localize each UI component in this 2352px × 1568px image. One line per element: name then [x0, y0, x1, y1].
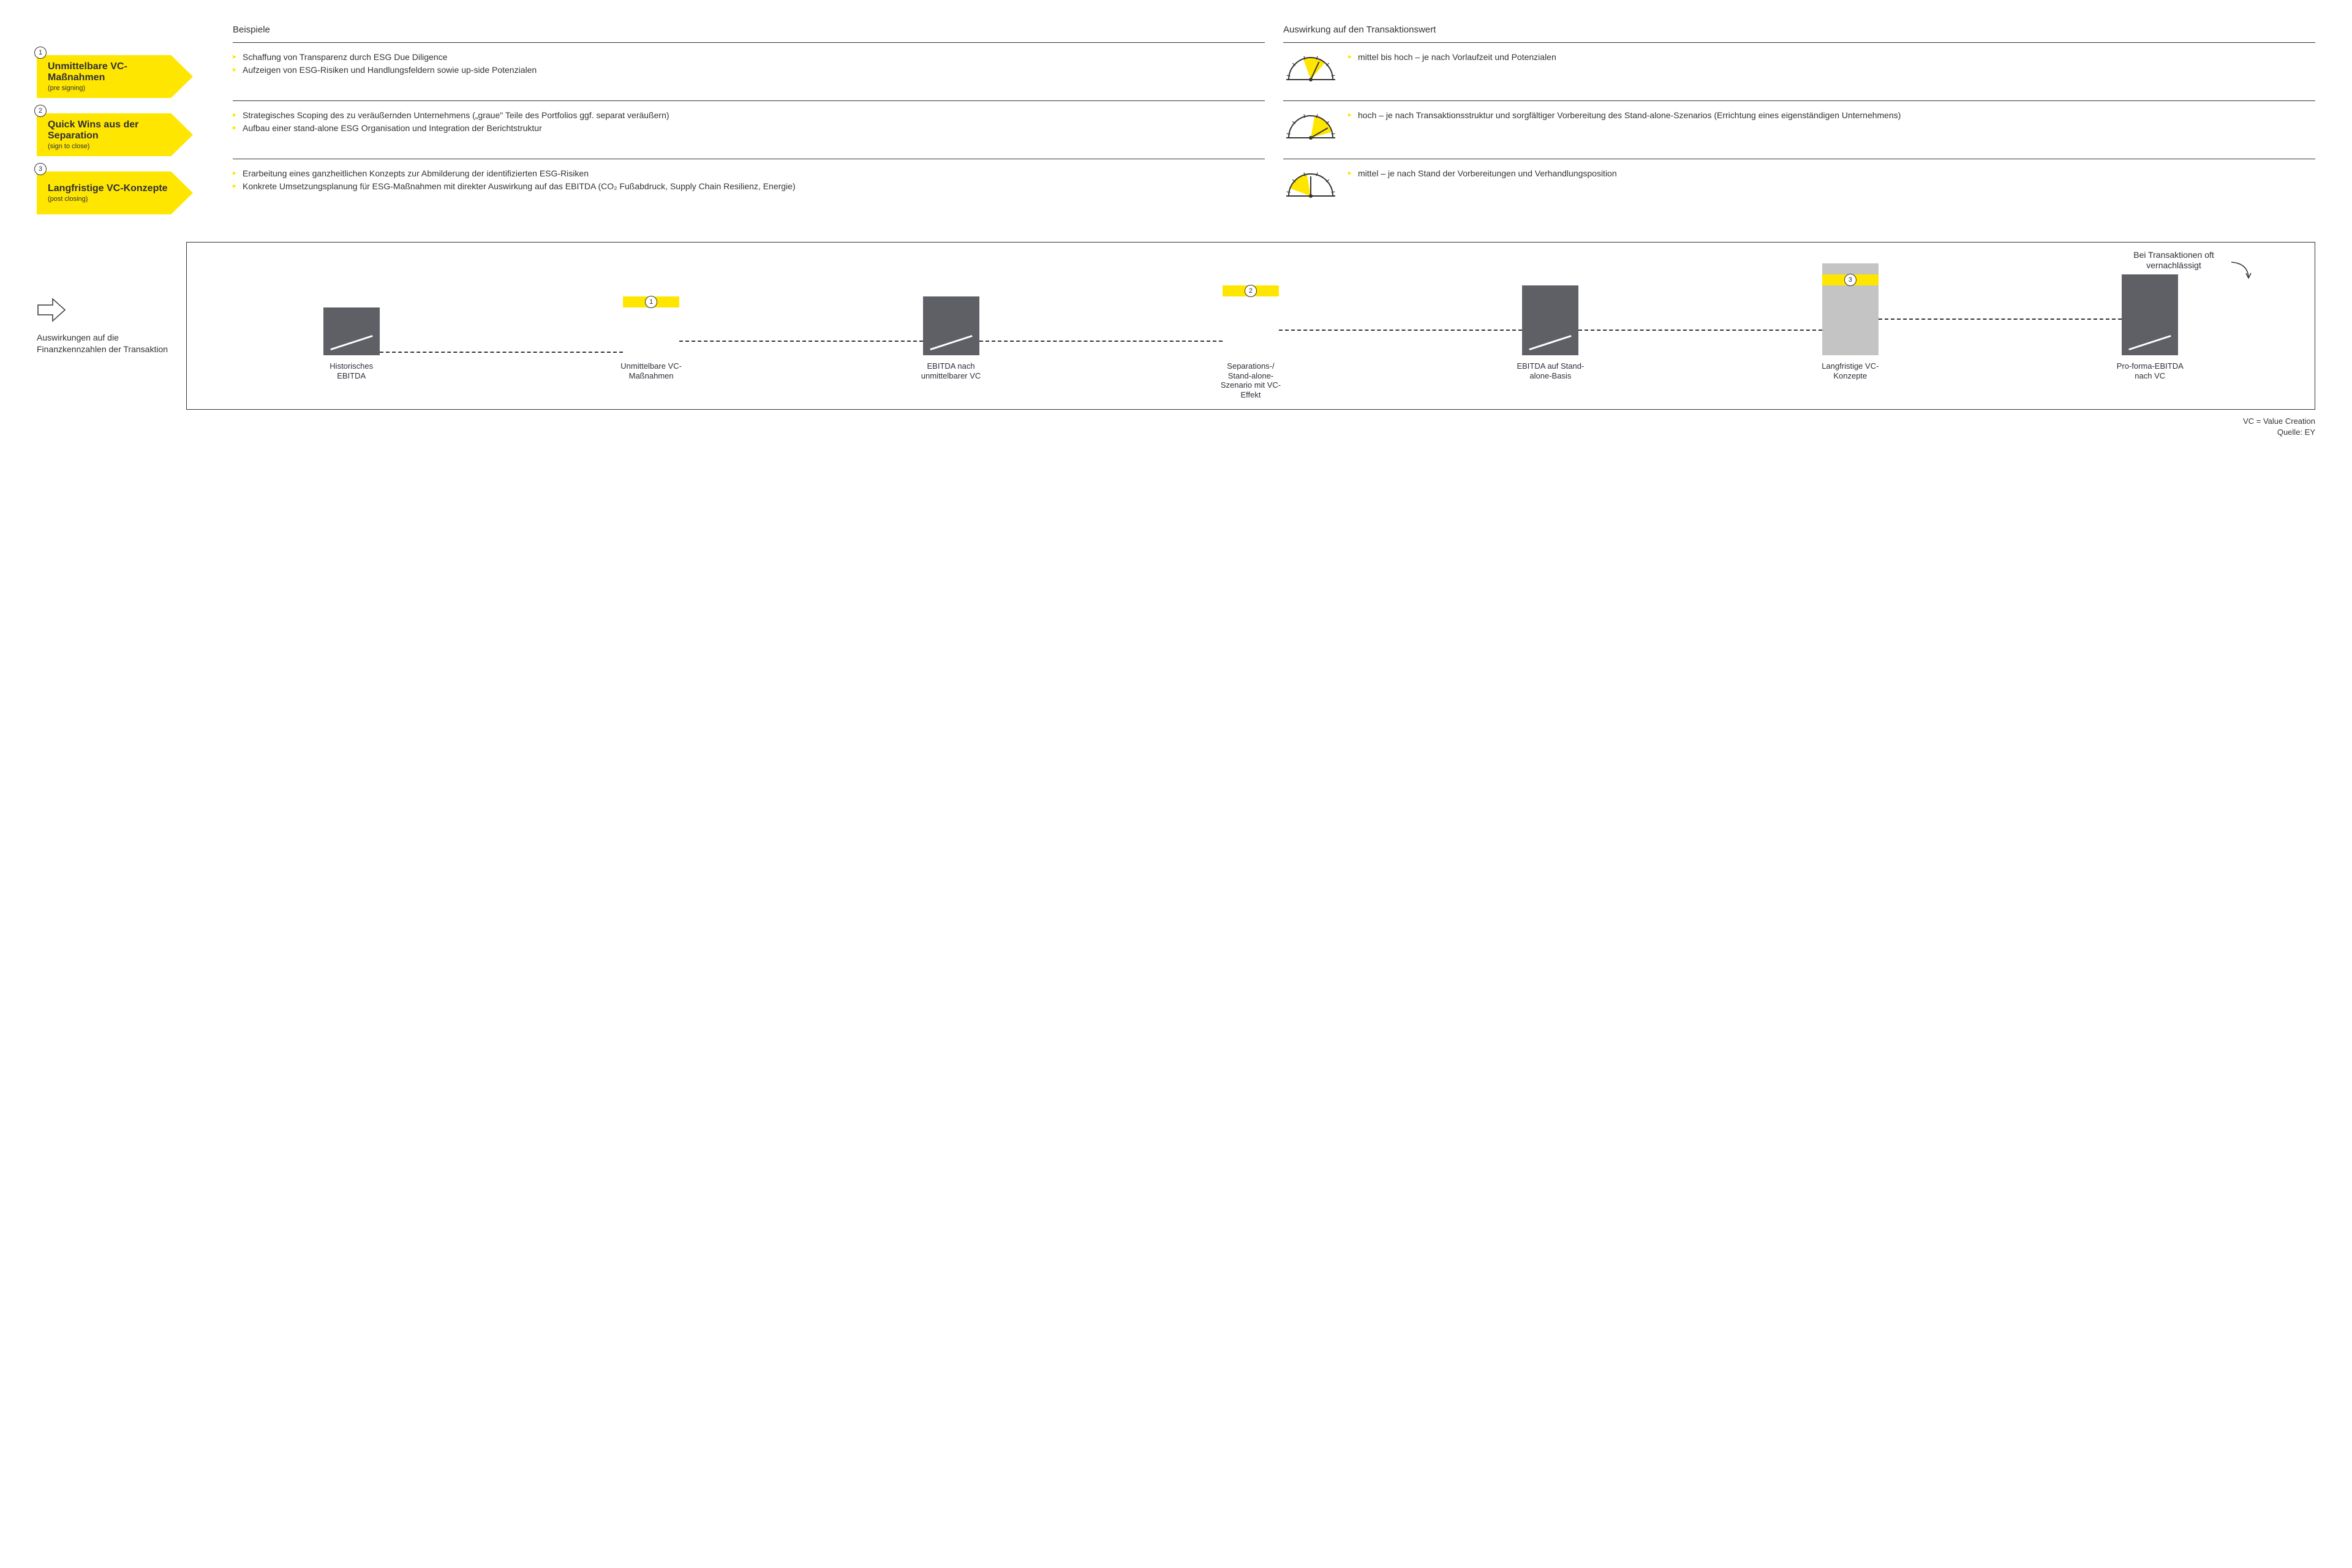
- bar-col: EBITDA nach unmittelbarer VC: [801, 239, 1101, 401]
- phase-number-badge: 1: [34, 47, 47, 59]
- gauge-icon: [1283, 112, 1338, 144]
- arrow-right-icon: [37, 296, 67, 323]
- impact-cell: hoch – je nach Transaktionsstruktur und …: [1283, 101, 2315, 159]
- header-examples: Beispiele: [233, 24, 1265, 43]
- phase-title: Quick Wins aus der Separation: [48, 119, 184, 142]
- gauge-icon: [1283, 54, 1338, 86]
- phase-subtitle: (post closing): [48, 195, 184, 203]
- bar-label: Separations-/ Stand-alone-Szenario mit V…: [1217, 361, 1284, 401]
- phase-number-badge: 3: [34, 163, 47, 175]
- impact-text: hoch – je nach Transaktionsstruktur und …: [1348, 110, 2315, 121]
- examples-cell: Erarbeitung eines ganzheitlichen Konzept…: [233, 159, 1265, 217]
- bar-label: EBITDA auf Stand-alone-Basis: [1517, 361, 1584, 401]
- example-bullet: Schaffung von Transparenz durch ESG Due …: [233, 51, 1265, 63]
- phase-arrow-2: 2 Quick Wins aus der Separation (sign to…: [37, 101, 214, 159]
- bottom-label: Auswirkungen auf die Finanzkennzahlen de…: [37, 332, 172, 355]
- waterfall-chart: Bei Transaktionen oft vernachlässigt His…: [186, 242, 2315, 410]
- bottom-section: Auswirkungen auf die Finanzkennzahlen de…: [37, 242, 2315, 410]
- impact-text: mittel bis hoch – je nach Vorlaufzeit un…: [1348, 51, 2315, 63]
- bar-label: Langfristige VC-Konzepte: [1817, 361, 1884, 401]
- bar-col: 2 Separations-/ Stand-alone-Szenario mit …: [1101, 239, 1400, 401]
- bar-number-badge: 2: [1245, 285, 1257, 297]
- examples-cell: Strategisches Scoping des zu veräußernde…: [233, 101, 1265, 159]
- impact-cell: mittel – je nach Stand der Vorbereitunge…: [1283, 159, 2315, 217]
- bar-col: 1 Unmittelbare VC-Maßnahmen: [501, 239, 801, 401]
- example-bullet: Erarbeitung eines ganzheitlichen Konzept…: [233, 168, 1265, 179]
- bar-col: 3 Langfristige VC-Konzepte: [1700, 239, 2000, 401]
- bar-label: Unmittelbare VC-Maßnahmen: [617, 361, 685, 401]
- bar-label: EBITDA nach unmittelbarer VC: [918, 361, 985, 401]
- top-section: Beispiele Auswirkung auf den Transaktion…: [37, 24, 2315, 217]
- example-bullet: Strategisches Scoping des zu veräußernde…: [233, 110, 1265, 121]
- example-bullet: Aufbau einer stand-alone ESG Organisatio…: [233, 123, 1265, 134]
- gauge-icon: [1283, 170, 1338, 202]
- example-bullet: Aufzeigen von ESG-Risiken und Handlungsf…: [233, 64, 1265, 76]
- example-bullet: Konkrete Umsetzungsplanung für ESG-Maßna…: [233, 181, 1265, 192]
- bar-number-badge: 1: [645, 296, 657, 308]
- phase-arrow-3: 3 Langfristige VC-Konzepte (post closing…: [37, 159, 214, 217]
- phase-arrow-1: 1 Unmittelbare VC-Maßnahmen (pre signing…: [37, 43, 214, 101]
- bar-col: Pro-forma-EBITDA nach VC: [2000, 239, 2300, 401]
- phase-subtitle: (pre signing): [48, 85, 184, 92]
- examples-cell: Schaffung von Transparenz durch ESG Due …: [233, 43, 1265, 101]
- footer-note: VC = Value Creation Quelle: EY: [37, 416, 2315, 438]
- phase-title: Langfristige VC-Konzepte: [48, 183, 184, 194]
- bar-label: Historisches EBITDA: [318, 361, 385, 401]
- impact-text: mittel – je nach Stand der Vorbereitunge…: [1348, 168, 2315, 179]
- header-impact: Auswirkung auf den Transaktionswert: [1283, 24, 2315, 43]
- bar-label: Pro-forma-EBITDA nach VC: [2116, 361, 2184, 401]
- bar-number-badge: 3: [1844, 274, 1856, 286]
- phase-subtitle: (sign to close): [48, 143, 184, 150]
- phase-number-badge: 2: [34, 105, 47, 117]
- bar-col: Historisches EBITDA: [202, 239, 501, 401]
- bar-col: EBITDA auf Stand-alone-Basis: [1401, 239, 1700, 401]
- impact-cell: mittel bis hoch – je nach Vorlaufzeit un…: [1283, 43, 2315, 101]
- phase-title: Unmittelbare VC-Maßnahmen: [48, 61, 184, 84]
